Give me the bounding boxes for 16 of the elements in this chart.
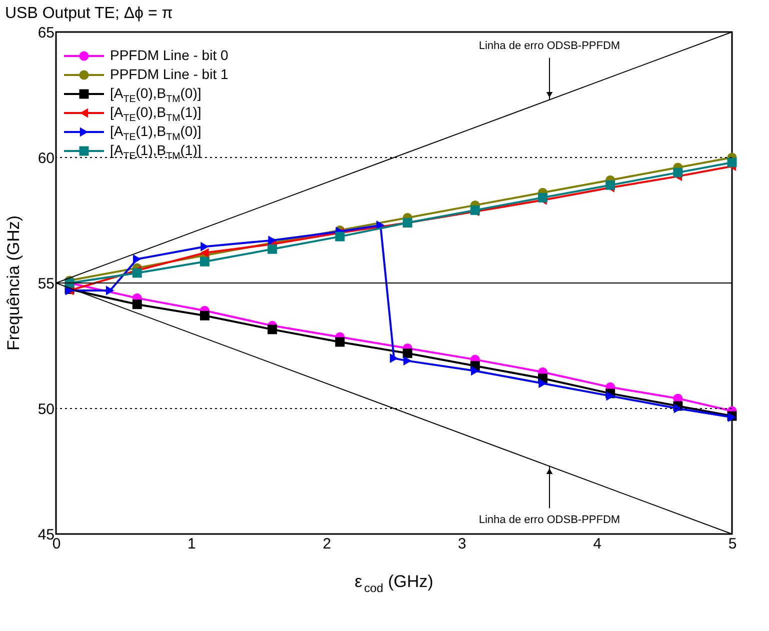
y-tick-label: 45 bbox=[38, 526, 54, 544]
y-axis-title: Frequência (GHz) bbox=[4, 215, 23, 351]
legend-label: PPFDM Line - bit 1 bbox=[110, 66, 228, 82]
annotation: Linha de erro ODSB-PPFDM bbox=[478, 40, 620, 52]
y-tick-label: 55 bbox=[38, 276, 54, 292]
y-tick-label: 50 bbox=[38, 401, 54, 418]
x-tick-label: 3 bbox=[458, 536, 466, 552]
y-tick-label: 60 bbox=[38, 150, 54, 167]
y-tick-label: 65 bbox=[38, 24, 54, 42]
x-tick-label: 2 bbox=[322, 536, 332, 552]
chart-title: USB Output TE; Δϕ = π bbox=[5, 5, 173, 22]
x-tick-label: 4 bbox=[593, 536, 602, 552]
legend-label: PPFDM Line - bit 0 bbox=[110, 47, 228, 63]
x-tick-label: 1 bbox=[188, 536, 196, 552]
annotation: Linha de erro ODSB-PPFDM bbox=[478, 514, 620, 526]
x-tick-label: 5 bbox=[728, 536, 737, 552]
